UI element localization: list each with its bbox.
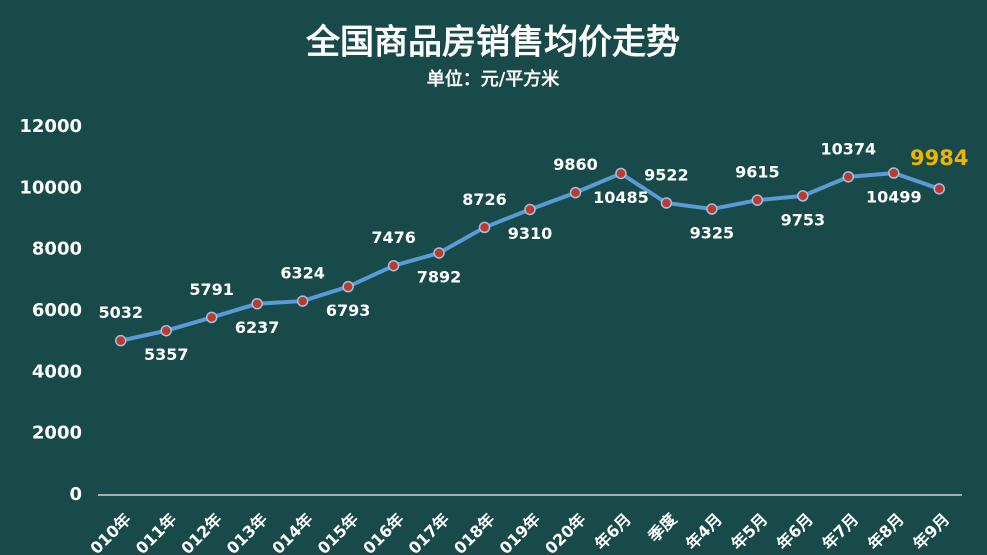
chart-subtitle: 单位：元/平方米 [427,68,561,90]
y-tick-label: 12000 [19,116,82,137]
marker [660,197,673,209]
data-label: 10485 [593,188,649,207]
data-label: 5032 [98,303,143,322]
data-label: 9860 [553,155,598,174]
marker [933,183,946,195]
y-tick-label: 0 [69,484,82,505]
data-label: 7892 [417,267,462,286]
marker [615,167,627,180]
data-label: 10374 [820,139,876,158]
chart-title: 全国商品房销售均价走势 [305,23,680,63]
y-tick-label: 8000 [32,239,82,260]
marker [387,259,400,272]
marker [251,297,263,310]
marker [751,194,764,206]
data-label: 10499 [866,188,922,207]
data-label: 5791 [189,280,234,299]
y-tick-label: 2000 [32,423,82,444]
marker [160,324,172,337]
marker [706,203,718,215]
data-label: 9522 [644,165,689,184]
data-label: 7476 [371,228,416,247]
data-label: 5357 [144,345,189,364]
y-tick-label: 4000 [32,361,82,382]
marker [433,247,445,259]
data-label: 9310 [508,224,553,243]
marker [296,295,309,307]
marker [842,171,855,183]
marker [342,280,354,293]
marker [797,190,809,202]
marker [524,203,536,216]
data-label: 8726 [462,190,507,209]
y-tick-label: 10000 [19,177,82,198]
marker [205,311,218,324]
marker [114,334,127,347]
marker [888,167,900,179]
data-label: 6324 [280,264,325,283]
marker [569,186,582,199]
data-label: 6793 [326,301,371,320]
data-label: 6237 [235,318,280,337]
data-label: 9615 [735,163,780,182]
y-tick-label: 6000 [32,300,82,321]
data-label: 9753 [781,210,826,229]
marker [478,221,491,234]
data-label: 9984 [910,146,968,170]
data-label: 9325 [690,224,735,243]
